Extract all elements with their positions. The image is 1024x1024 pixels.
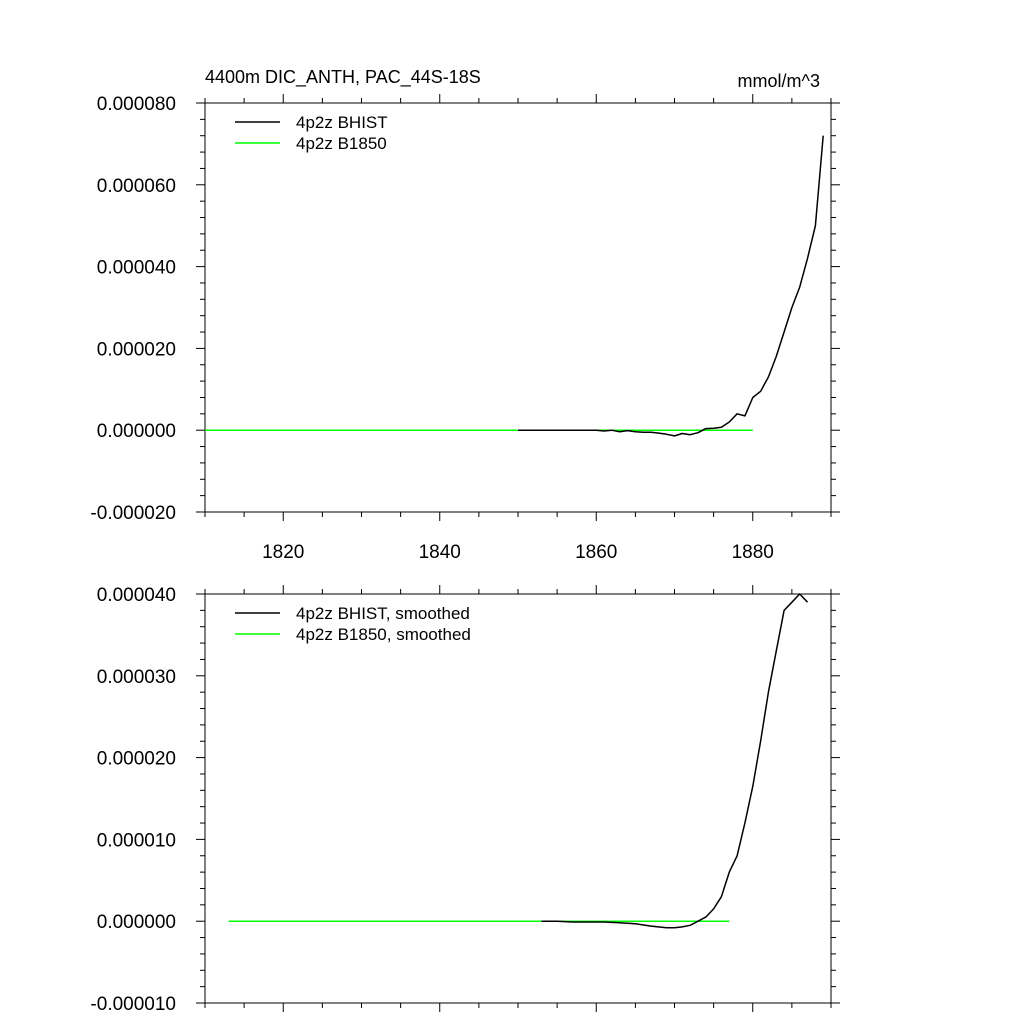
y-tick-label: 0.000020 [97, 749, 176, 770]
y-tick-label: 0.000020 [97, 339, 176, 360]
top-panel-title: 4400m DIC_ANTH, PAC_44S-18S [205, 67, 481, 88]
top-axis-ticks: 1820 1840 1860 1880 -0.000020 0.000000 0.00002… [90, 94, 840, 563]
legend-label: 4p2z BHIST [296, 113, 388, 132]
y-tick-label: -0.000010 [90, 994, 176, 1015]
y-tick-label: 0.000040 [97, 258, 176, 279]
y-tick-label: 0.000000 [97, 912, 176, 933]
black-series-line [541, 593, 809, 929]
top-plot-frame [204, 102, 832, 513]
x-tick-label: 1860 [575, 542, 617, 563]
legend-label: 4p2z B1850 [296, 134, 387, 153]
bottom-axis-ticks: -0.000010 0.000000 0.000010 0.000020 0.00003… [90, 585, 840, 1015]
bottom-plot-frame [204, 593, 832, 1004]
top-legend: 4p2z BHIST 4p2z B1850 [235, 113, 388, 153]
bottom-panel: -0.000010 0.000000 0.000010 0.000020 0.00003… [90, 585, 840, 1015]
x-tick-label: 1820 [262, 542, 304, 563]
y-tick-label: 0.000080 [97, 94, 176, 115]
bottom-legend: 4p2z BHIST, smoothed 4p2z B1850, smoothed [235, 604, 471, 644]
y-tick-label: 0.000030 [97, 667, 176, 688]
legend-label: 4p2z B1850, smoothed [296, 625, 471, 644]
x-tick-label: 1880 [732, 542, 774, 563]
top-series-group [205, 135, 824, 437]
top-panel: 4400m DIC_ANTH, PAC_44S-18S mmol/m^3 182… [90, 67, 840, 563]
y-tick-label: -0.000020 [90, 503, 176, 524]
y-tick-label: 0.000040 [97, 585, 176, 606]
y-tick-label: 0.000000 [97, 421, 176, 442]
y-tick-label: 0.000060 [97, 176, 176, 197]
y-tick-label: 0.000010 [97, 830, 176, 851]
top-panel-units: mmol/m^3 [738, 71, 820, 91]
bottom-series-group [228, 593, 809, 929]
legend-label: 4p2z BHIST, smoothed [296, 604, 470, 623]
x-tick-label: 1840 [419, 542, 461, 563]
black-series-line [518, 135, 824, 437]
